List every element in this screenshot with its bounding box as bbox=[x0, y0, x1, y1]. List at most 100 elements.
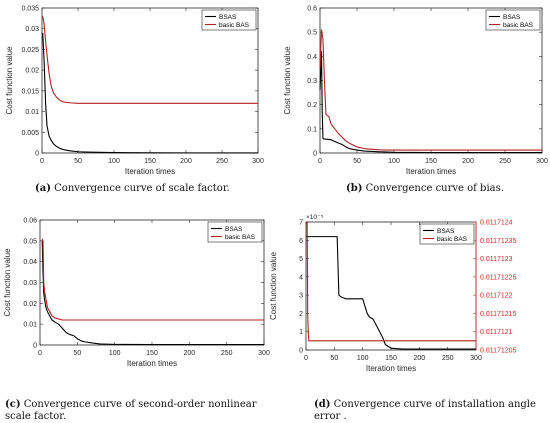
y2-tick-label: 0.01171235 bbox=[480, 238, 517, 245]
plot-frame bbox=[41, 7, 259, 154]
caption-a-label: (a) bbox=[35, 183, 51, 194]
y-tick-label: 0.2 bbox=[307, 102, 317, 109]
y-tick-label: 0 bbox=[313, 151, 317, 158]
x-tick-label: 300 bbox=[470, 355, 482, 362]
y2-tick-label: 0.01171205 bbox=[480, 348, 517, 355]
caption-d-label: (d) bbox=[314, 399, 331, 410]
legend-label-basic: basic BAS bbox=[503, 22, 534, 29]
y2-tick-label: 0.0117123 bbox=[480, 256, 513, 263]
y-tick-label: 0.015 bbox=[21, 88, 39, 95]
legend-label-bsas: BSAS bbox=[503, 14, 521, 21]
x-tick-label: 50 bbox=[73, 350, 81, 357]
caption-c: (c) Convergence curve of second-order no… bbox=[5, 399, 267, 423]
y-tick-label: 0.1 bbox=[307, 126, 317, 133]
x-axis-label: Iteration times bbox=[127, 359, 177, 368]
x-tick-label: 200 bbox=[180, 158, 192, 165]
chart-second-order-scale-factor: 0 50 100 150 200 250 300 0 0.01 0.02 0.03 0.04 0.05 0… bbox=[3, 218, 270, 369]
y-axis-label: Cost function value bbox=[270, 251, 278, 320]
x-tick-label: 100 bbox=[109, 350, 121, 357]
x-tick-label: 0 bbox=[38, 350, 42, 357]
chart-installation-angle-error: 0 50 100 150 200 250 300 0 1 2 3 4 5 6 7 0.01171205 0.01… bbox=[270, 214, 517, 373]
y-tick-label: 0.5 bbox=[307, 30, 317, 37]
y-axis-label: Cost function value bbox=[283, 46, 292, 115]
x-tick-label: 300 bbox=[258, 350, 270, 357]
legend-label-basic: basic BAS bbox=[225, 234, 256, 241]
x-tick-label: 150 bbox=[146, 350, 158, 357]
series-line-basic bbox=[41, 238, 264, 321]
y-tick-label: 0.3 bbox=[307, 78, 317, 85]
y-tick-label: 0.03 bbox=[25, 26, 39, 33]
x-tick-label: 0 bbox=[318, 158, 322, 165]
x-tick-label: 0 bbox=[40, 158, 44, 165]
caption-c-text: Convergence curve of second-order nonlin… bbox=[5, 399, 257, 422]
y-tick-label: 0.035 bbox=[21, 6, 39, 13]
y2-tick-label: 0.01171225 bbox=[480, 274, 517, 281]
series-line-bsas bbox=[306, 236, 476, 350]
x-tick-label: 150 bbox=[385, 355, 397, 362]
y-tick-label: 7 bbox=[299, 220, 303, 227]
x-tick-label: 200 bbox=[462, 158, 474, 165]
caption-b-label: (b) bbox=[346, 183, 363, 194]
chart-scale-factor: 0 50 100 150 200 250 300 0 0.005 0.01 0.015 0.02 0.0… bbox=[5, 6, 264, 177]
x-tick-label: 300 bbox=[536, 158, 548, 165]
x-tick-label: 250 bbox=[499, 158, 511, 165]
x-axis-label: Iteration times bbox=[125, 167, 175, 176]
y2-tick-label: 0.0117124 bbox=[480, 220, 513, 227]
y-tick-label: 0.01 bbox=[25, 109, 39, 116]
legend-label-basic: basic BAS bbox=[219, 22, 250, 29]
caption-c-label: (c) bbox=[5, 399, 21, 410]
caption-a: (a) Convergence curve of scale factor. bbox=[35, 183, 275, 195]
legend-label-bsas: BSAS bbox=[225, 226, 243, 233]
y2-tick-label: 0.01171215 bbox=[480, 311, 517, 318]
y-axis-label: Cost function value bbox=[3, 248, 12, 317]
legend-label-bsas: BSAS bbox=[219, 14, 237, 21]
x-tick-label: 150 bbox=[144, 158, 156, 165]
x-tick-label: 100 bbox=[357, 355, 369, 362]
y2-tick-label: 0.0117122 bbox=[480, 293, 513, 300]
x-axis-label: Iteration times bbox=[366, 364, 416, 373]
caption-b-text: Convergence curve of bias. bbox=[365, 183, 504, 194]
x-tick-label: 200 bbox=[413, 355, 425, 362]
x-tick-label: 0 bbox=[304, 355, 308, 362]
y-tick-label: 3 bbox=[299, 293, 303, 300]
y-axis-label: Cost function value bbox=[5, 46, 14, 115]
x-tick-label: 100 bbox=[108, 158, 120, 165]
series-line-basic bbox=[319, 29, 542, 151]
y-tick-label: 0.01 bbox=[23, 322, 37, 329]
x-tick-label: 200 bbox=[183, 350, 195, 357]
x-axis-label: Iteration times bbox=[406, 167, 456, 176]
y-tick-label: 0.03 bbox=[23, 280, 37, 287]
y-tick-label: 0 bbox=[35, 151, 39, 158]
caption-d: (d) Convergence curve of installation an… bbox=[314, 399, 550, 423]
x-tick-label: 50 bbox=[353, 158, 361, 165]
caption-a-text: Convergence curve of scale factor. bbox=[54, 183, 230, 194]
x-tick-label: 250 bbox=[216, 158, 228, 165]
x-tick-label: 100 bbox=[388, 158, 400, 165]
caption-b: (b) Convergence curve of bias. bbox=[346, 183, 546, 195]
caption-d-text: Convergence curve of installation angle … bbox=[314, 399, 536, 422]
legend-label-basic: basic BAS bbox=[437, 236, 468, 243]
x-tick-label: 250 bbox=[221, 350, 233, 357]
y-tick-label: 0.6 bbox=[307, 6, 317, 13]
y-tick-label: 6 bbox=[299, 238, 303, 245]
x-tick-label: 300 bbox=[252, 158, 264, 165]
series-line-bsas bbox=[319, 50, 542, 154]
y-tick-label: 0.02 bbox=[25, 68, 39, 75]
y-tick-label: 4 bbox=[299, 274, 303, 281]
chart-bias: 0 50 100 150 200 250 300 0 0.1 0.2 0.3 0.4 0.5 0.6 Ite… bbox=[283, 6, 548, 177]
y-tick-label: 0.025 bbox=[21, 47, 39, 54]
y-tick-label: 0.04 bbox=[23, 259, 37, 266]
x-tick-label: 50 bbox=[330, 355, 338, 362]
legend-label-bsas: BSAS bbox=[437, 228, 455, 235]
y-tick-label: 0.05 bbox=[23, 238, 37, 245]
y-tick-label: 2 bbox=[299, 311, 303, 318]
y-tick-label: 0.06 bbox=[23, 218, 37, 225]
y-exponent-label: ×10⁻⁵ bbox=[306, 214, 323, 221]
y-tick-label: 5 bbox=[299, 256, 303, 263]
y-tick-label: 0 bbox=[33, 343, 37, 350]
x-tick-label: 150 bbox=[425, 158, 437, 165]
series-line-basic bbox=[306, 221, 476, 342]
y-tick-label: 0.005 bbox=[21, 130, 39, 137]
series-line-basic bbox=[42, 16, 258, 104]
y2-tick-label: 0.0117121 bbox=[480, 329, 513, 336]
